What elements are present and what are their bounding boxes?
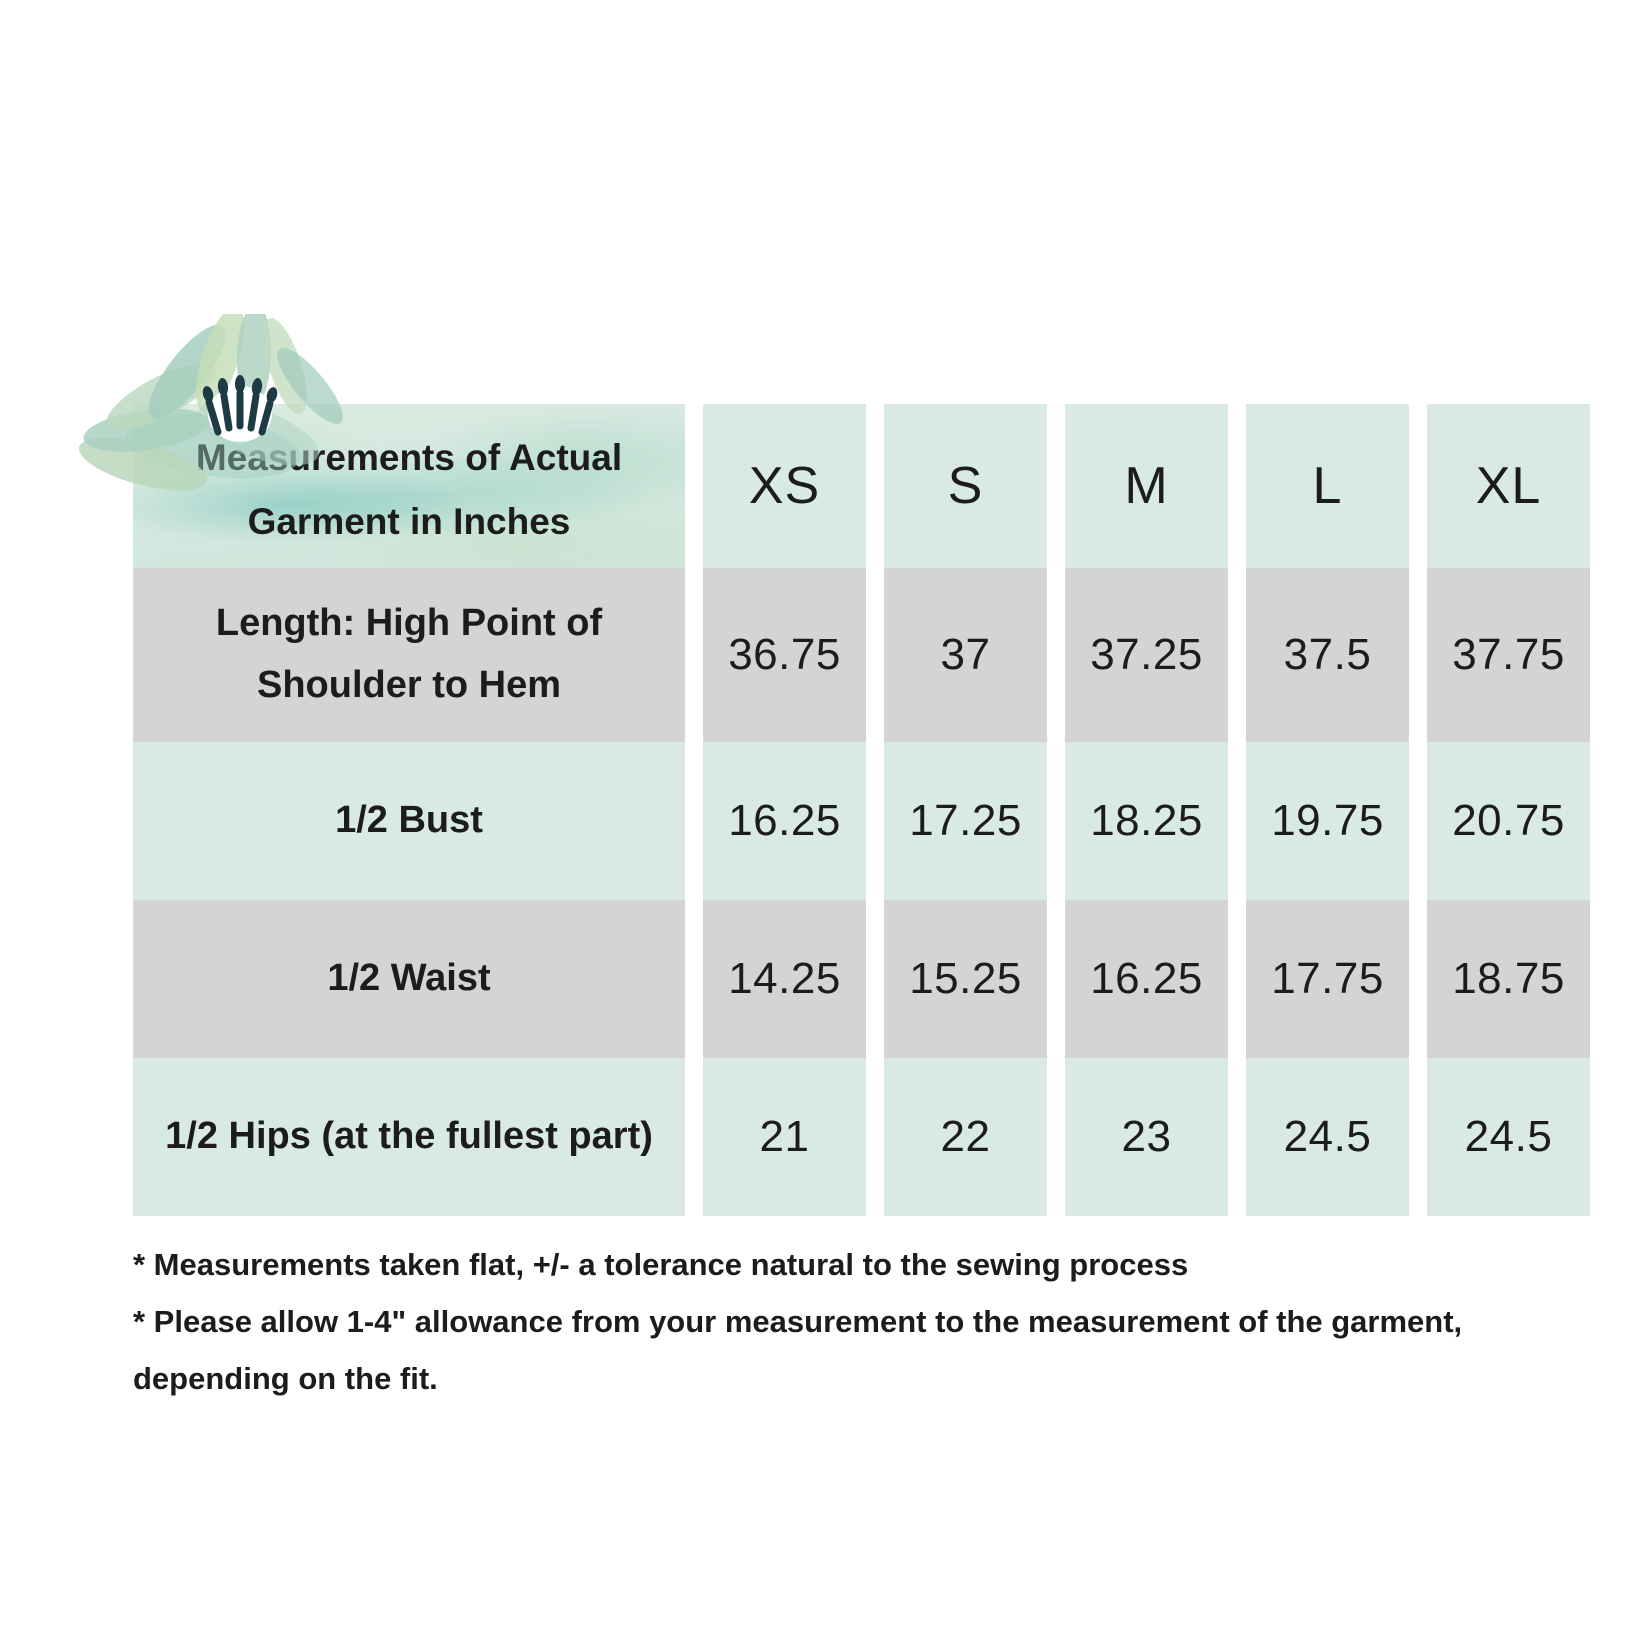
size-header-xl: XL — [1427, 404, 1590, 568]
measurement-value-cell: 18.25 — [1065, 742, 1228, 900]
measurement-value-cell: 20.75 — [1427, 742, 1590, 900]
measurement-value-cell: 15.25 — [884, 900, 1047, 1058]
row-label-length-line1: Length: High Point of — [215, 602, 603, 645]
row-label-length: Length: High Point of Shoulder to Hem — [133, 568, 685, 742]
footnotes: * Measurements taken flat, +/- a toleran… — [133, 1236, 1603, 1407]
size-header-xs: XS — [703, 404, 866, 568]
size-header-l: L — [1246, 404, 1409, 568]
row-label-hips: 1/2 Hips (at the fullest part) — [133, 1058, 685, 1216]
row-label-waist: 1/2 Waist — [133, 900, 685, 1058]
size-header-m: M — [1065, 404, 1228, 568]
table-title: Measurements of Actual Garment in Inches — [196, 418, 622, 553]
table-title-line2: Garment in Inches — [247, 501, 571, 542]
measurement-value-cell: 37.75 — [1427, 568, 1590, 742]
table-title-line1: Measurements of Actual — [195, 437, 623, 479]
size-header-s: S — [884, 404, 1047, 568]
measurement-value-cell: 19.75 — [1246, 742, 1409, 900]
footnote-allowance: * Please allow 1-4" allowance from your … — [133, 1304, 1463, 1397]
measurement-value-cell: 18.75 — [1427, 900, 1590, 1058]
corner-header-cell: Measurements of Actual Garment in Inches — [79, 314, 685, 568]
measurement-value-cell: 21 — [703, 1058, 866, 1216]
size-chart-table: Measurements of Actual Garment in Inches… — [79, 314, 1590, 1216]
measurement-value-cell: 37.5 — [1246, 568, 1409, 742]
measurement-value-cell: 24.5 — [1246, 1058, 1409, 1216]
footnote-tolerance: * Measurements taken flat, +/- a toleran… — [133, 1247, 1189, 1282]
measurement-value-cell: 37.25 — [1065, 568, 1228, 742]
measurement-value-cell: 22 — [884, 1058, 1047, 1216]
measurement-value-cell: 16.25 — [1065, 900, 1228, 1058]
measurement-value-cell: 24.5 — [1427, 1058, 1590, 1216]
measurement-value-cell: 14.25 — [703, 900, 866, 1058]
row-label-bust: 1/2 Bust — [133, 742, 685, 900]
measurement-value-cell: 17.25 — [884, 742, 1047, 900]
measurement-value-cell: 17.75 — [1246, 900, 1409, 1058]
measurement-value-cell: 36.75 — [703, 568, 866, 742]
measurement-value-cell: 16.25 — [703, 742, 866, 900]
measurement-value-cell: 37 — [884, 568, 1047, 742]
measurement-value-cell: 23 — [1065, 1058, 1228, 1216]
row-label-length-line2: Shoulder to Hem — [256, 664, 561, 706]
